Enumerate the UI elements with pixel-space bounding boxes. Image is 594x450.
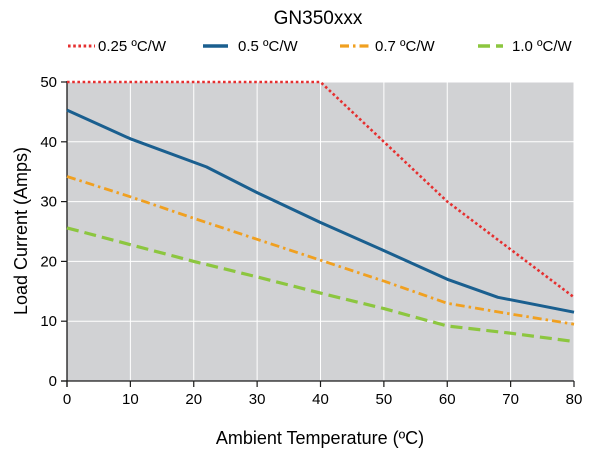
- legend-label-3: 1.0 ºC/W: [512, 38, 572, 55]
- y-tick-label: 10: [40, 313, 57, 330]
- x-tick-label: 80: [566, 391, 583, 408]
- legend-label-1: 0.5 ºC/W: [238, 38, 298, 55]
- x-tick-label: 0: [63, 391, 71, 408]
- x-tick-label: 30: [249, 391, 266, 408]
- x-tick-label: 20: [185, 391, 202, 408]
- series-line-0: [67, 80, 575, 299]
- x-axis-label: Ambient Temperature (ºC): [216, 428, 424, 448]
- y-tick-label: 30: [40, 194, 57, 211]
- y-tick-label: 40: [40, 134, 57, 151]
- x-tick-label: 50: [376, 391, 393, 408]
- y-tick-label: 20: [40, 253, 57, 270]
- series-line-1: [66, 108, 575, 314]
- series-line-3: [66, 226, 575, 344]
- legend-label-0: 0.25 ºC/W: [98, 38, 167, 55]
- x-tick-label: 10: [122, 391, 139, 408]
- x-tick-label: 70: [502, 391, 519, 408]
- chart-title: GN350xxx: [274, 8, 363, 29]
- chart-legend: 0.25 ºC/W 0.5 ºC/W 0.7 ºC/W 1.0 ºC/W: [68, 38, 572, 55]
- legend-label-2: 0.7 ºC/W: [375, 38, 435, 55]
- y-axis-label: Load Current (Amps): [11, 147, 31, 315]
- plot-area: 0 10 20 30 40 50 60 70 80 0 10 20 30 40 50: [40, 74, 582, 408]
- y-tick-label: 0: [49, 373, 57, 390]
- series-line-2: [66, 175, 575, 326]
- x-tick-label: 40: [312, 391, 329, 408]
- x-tick-label: 60: [439, 391, 456, 408]
- y-tick-label: 50: [40, 74, 57, 91]
